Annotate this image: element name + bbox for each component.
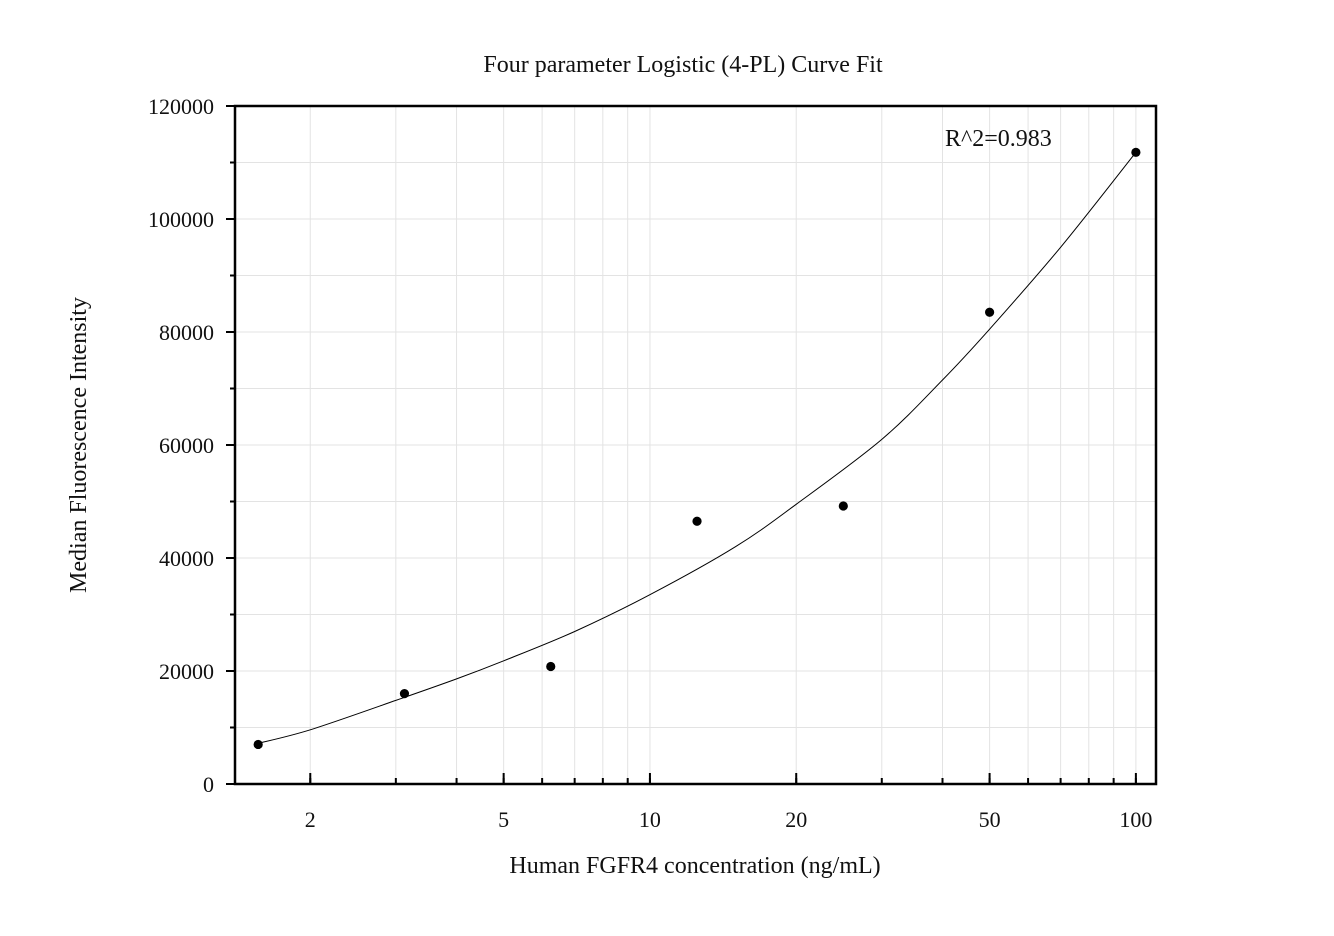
- grid-lines: [235, 105, 1156, 785]
- y-tick-label: 0: [203, 772, 214, 797]
- y-axis-label: Median Fluorescence Intensity: [66, 297, 92, 593]
- axis-ticks: [226, 105, 1137, 785]
- data-point: [399, 689, 410, 699]
- data-point: [838, 501, 848, 511]
- data-point: [253, 739, 263, 750]
- fit-curve: [258, 151, 1137, 744]
- data-point: [985, 307, 995, 317]
- y-tick-label: 20000: [159, 659, 214, 684]
- chart-title: Four parameter Logistic (4-PL) Curve Fit: [483, 52, 883, 78]
- x-tick-label: 20: [785, 807, 807, 832]
- x-tick-label: 2: [305, 807, 316, 832]
- y-tick-label: 100000: [148, 207, 214, 232]
- y-tick-label: 80000: [159, 320, 214, 345]
- r-squared-annotation: R^2=0.983: [945, 126, 1052, 152]
- y-tick-label: 60000: [159, 433, 214, 458]
- x-tick-labels: 2 5 10 20 50 100: [305, 807, 1153, 832]
- y-tick-label: 40000: [159, 546, 214, 571]
- data-point: [1131, 147, 1141, 157]
- x-tick-label: 10: [639, 807, 661, 832]
- y-tick-labels: 0 20000 40000 60000 80000 100000 120000: [148, 94, 214, 797]
- y-tick-label: 120000: [148, 94, 214, 119]
- x-tick-label: 5: [498, 807, 509, 832]
- data-point: [692, 516, 702, 526]
- x-tick-label: 100: [1119, 807, 1152, 832]
- x-axis-label: Human FGFR4 concentration (ng/mL): [509, 853, 880, 879]
- data-points: [253, 147, 1141, 750]
- data-point: [546, 661, 556, 672]
- x-tick-label: 50: [979, 807, 1001, 832]
